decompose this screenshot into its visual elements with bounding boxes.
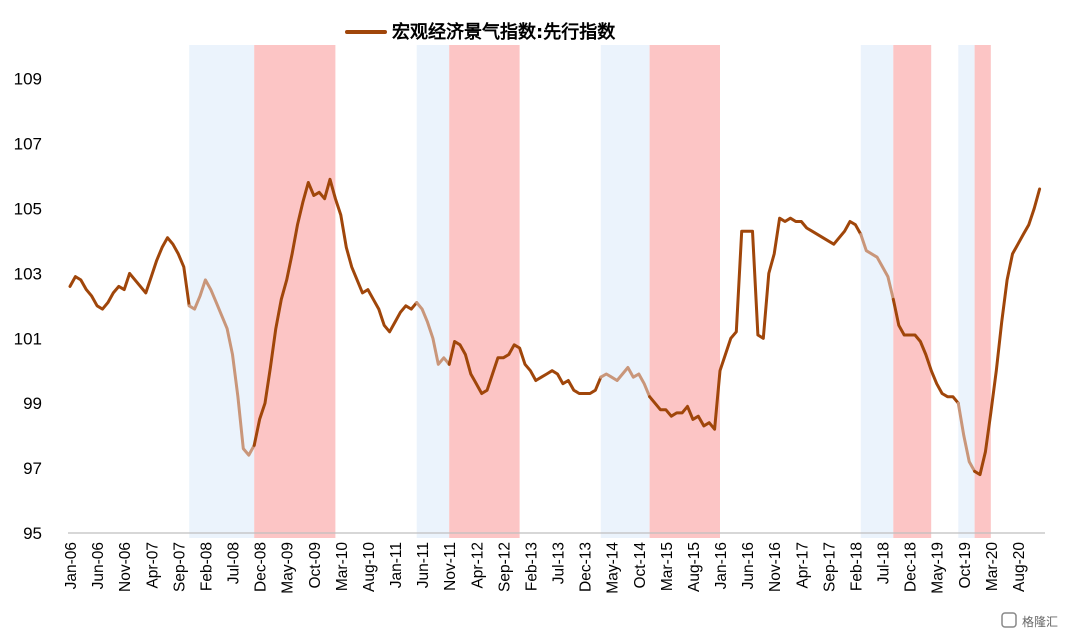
red-shaded-band xyxy=(254,45,336,538)
x-tick-label: Jun-11 xyxy=(415,542,432,588)
x-tick-label: Jun-06 xyxy=(90,542,107,589)
red-shaded-band xyxy=(974,45,991,538)
x-tick-label: May-09 xyxy=(280,542,297,594)
x-tick-label: Jun-16 xyxy=(740,542,757,589)
x-tick-label: Aug-15 xyxy=(686,542,703,592)
blue-shaded-band xyxy=(600,45,650,538)
y-tick-label: 95 xyxy=(23,524,42,543)
series-line xyxy=(252,177,419,447)
series-line-faded xyxy=(415,301,451,366)
x-tick-label: Jul-18 xyxy=(876,542,893,584)
legend-label: 宏观经济景气指数:先行指数 xyxy=(392,21,616,43)
x-tick-label: Nov-16 xyxy=(767,542,784,592)
series-line xyxy=(68,236,191,311)
legend: 宏观经济景气指数:先行指数 xyxy=(345,21,616,43)
series-line xyxy=(973,187,1042,477)
blue-shaded-band xyxy=(958,45,975,538)
series-line xyxy=(447,340,603,395)
x-tick-label: Oct-19 xyxy=(957,542,974,589)
y-tick-label: 105 xyxy=(14,200,42,219)
blue-shaded-band xyxy=(860,45,894,538)
x-axis-ticks: Jan-06 Jun-06 Nov-06 Apr-07 Sep-07 Feb-08 Jul-… xyxy=(63,542,1028,594)
y-tick-label: 109 xyxy=(14,70,42,89)
x-tick-label: Apr-07 xyxy=(144,542,161,589)
red-shaded-band xyxy=(649,45,720,538)
x-tick-label: Jul-13 xyxy=(551,542,568,584)
x-tick-label: May-14 xyxy=(605,542,622,594)
x-tick-label: Aug-20 xyxy=(1011,542,1028,592)
blue-shaded-band xyxy=(416,45,450,538)
x-tick-label: Apr-17 xyxy=(794,542,811,589)
x-tick-label: Sep-17 xyxy=(821,542,838,592)
y-tick-label: 97 xyxy=(23,459,42,478)
y-tick-label: 99 xyxy=(23,394,42,413)
blue-shaded-band xyxy=(189,45,255,538)
x-tick-label: Feb-08 xyxy=(198,542,215,591)
x-tick-label: Jan-11 xyxy=(388,542,405,588)
series-line xyxy=(648,216,863,431)
x-tick-label: Mar-10 xyxy=(334,542,351,591)
y-axis-ticks: 95 97 99 101 103 105 107 109 xyxy=(14,70,42,543)
x-tick-label: Sep-12 xyxy=(496,542,513,592)
x-tick-label: May-19 xyxy=(930,542,947,594)
watermark-text: 格隆汇 xyxy=(1022,614,1058,629)
x-tick-label: Mar-15 xyxy=(659,542,676,591)
y-tick-label: 103 xyxy=(14,264,42,283)
x-tick-label: Nov-11 xyxy=(442,542,459,591)
x-tick-label: Aug-10 xyxy=(361,542,378,592)
x-tick-label: Jul-08 xyxy=(226,542,243,584)
x-tick-label: Dec-13 xyxy=(578,542,595,592)
x-tick-label: Mar-20 xyxy=(984,542,1001,591)
x-tick-label: Oct-14 xyxy=(632,542,649,589)
series-line xyxy=(891,297,960,405)
x-tick-label: Jan-06 xyxy=(63,542,80,589)
y-tick-label: 101 xyxy=(14,329,42,348)
series-line-faded xyxy=(187,278,256,457)
series-line-faded xyxy=(859,232,895,301)
x-tick-label: Dec-18 xyxy=(903,542,920,592)
watermark: 格隆汇 xyxy=(1001,612,1058,629)
x-tick-label: Oct-09 xyxy=(307,542,324,589)
x-tick-label: Apr-12 xyxy=(469,542,486,589)
watermark-logo-icon xyxy=(1001,612,1017,628)
shaded-periods xyxy=(189,45,991,538)
x-tick-label: Feb-18 xyxy=(848,542,865,591)
x-tick-label: Dec-08 xyxy=(253,542,270,592)
series-line-faded xyxy=(956,401,977,473)
y-tick-label: 107 xyxy=(14,135,42,154)
red-shaded-band xyxy=(449,45,520,538)
x-tick-label: Feb-13 xyxy=(523,542,540,591)
x-tick-label: Nov-06 xyxy=(117,542,134,592)
series-line-faded xyxy=(599,366,652,399)
x-tick-label: Sep-07 xyxy=(171,542,188,592)
red-shaded-band xyxy=(893,45,932,538)
series-lines xyxy=(68,177,1042,477)
x-tick-label: Jan-16 xyxy=(713,542,730,589)
